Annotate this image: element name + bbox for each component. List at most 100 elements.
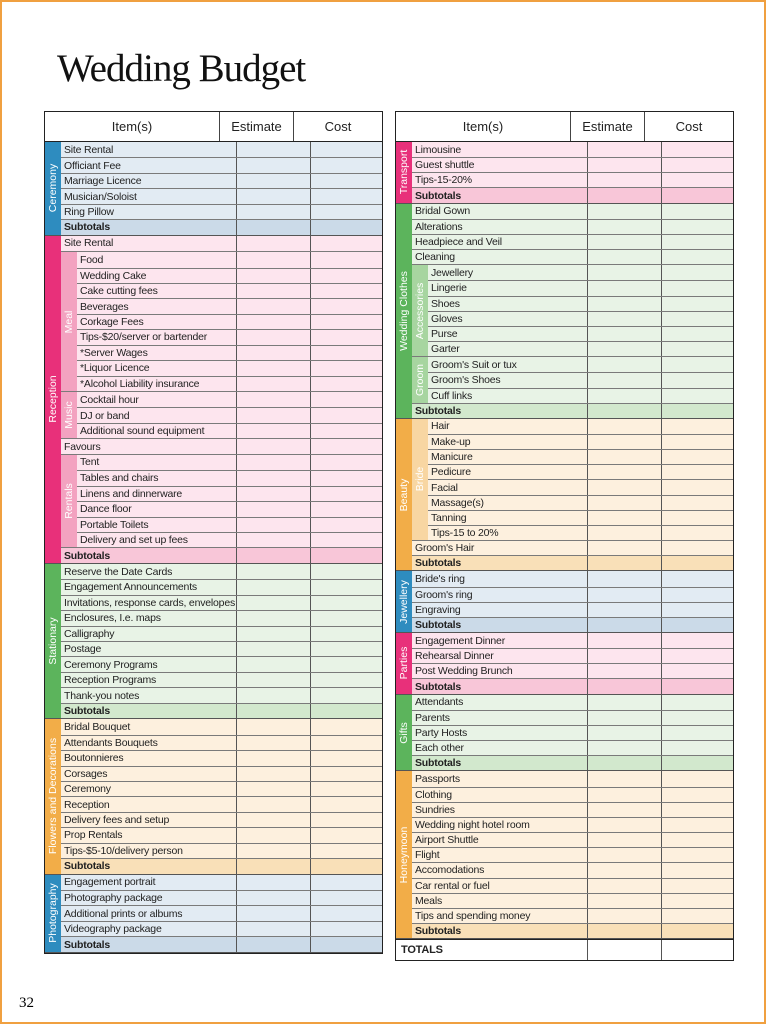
estimate-cell[interactable]: [236, 921, 310, 937]
cost-cell[interactable]: [310, 906, 382, 921]
cost-cell[interactable]: [310, 235, 382, 252]
estimate-cell[interactable]: [236, 672, 310, 688]
estimate-cell[interactable]: [236, 392, 310, 408]
estimate-cell[interactable]: [236, 891, 310, 906]
estimate-cell[interactable]: [587, 465, 661, 480]
estimate-cell[interactable]: [236, 563, 310, 580]
cost-cell[interactable]: [661, 725, 733, 741]
estimate-cell[interactable]: [587, 188, 661, 203]
estimate-cell[interactable]: [587, 817, 661, 833]
estimate-cell[interactable]: [236, 751, 310, 766]
cost-cell[interactable]: [661, 694, 733, 710]
cost-cell[interactable]: [661, 357, 733, 373]
cost-cell[interactable]: [310, 361, 382, 376]
estimate-cell[interactable]: [236, 735, 310, 751]
estimate-cell[interactable]: [236, 330, 310, 345]
cost-cell[interactable]: [310, 173, 382, 189]
cost-cell[interactable]: [661, 587, 733, 602]
cost-cell[interactable]: [661, 265, 733, 281]
cost-cell[interactable]: [310, 532, 382, 548]
cost-cell[interactable]: [310, 921, 382, 937]
estimate-cell[interactable]: [236, 376, 310, 391]
estimate-cell[interactable]: [236, 439, 310, 454]
estimate-cell[interactable]: [236, 299, 310, 314]
cost-cell[interactable]: [661, 480, 733, 495]
estimate-cell[interactable]: [587, 848, 661, 863]
cost-cell[interactable]: [661, 326, 733, 342]
estimate-cell[interactable]: [236, 189, 310, 204]
cost-cell[interactable]: [661, 510, 733, 525]
cost-cell[interactable]: [661, 281, 733, 296]
cost-cell[interactable]: [661, 234, 733, 250]
cost-cell[interactable]: [661, 142, 733, 158]
cost-cell[interactable]: [661, 893, 733, 908]
estimate-cell[interactable]: [587, 664, 661, 679]
estimate-cell[interactable]: [236, 642, 310, 657]
estimate-cell[interactable]: [587, 725, 661, 741]
cost-cell[interactable]: [310, 517, 382, 532]
estimate-cell[interactable]: [236, 314, 310, 330]
cost-cell[interactable]: [310, 812, 382, 828]
estimate-cell[interactable]: [587, 203, 661, 219]
cost-cell[interactable]: [310, 454, 382, 471]
estimate-cell[interactable]: [236, 220, 310, 235]
estimate-cell[interactable]: [236, 937, 310, 952]
cost-cell[interactable]: [310, 314, 382, 330]
cost-cell[interactable]: [661, 158, 733, 173]
estimate-cell[interactable]: [587, 510, 661, 525]
estimate-cell[interactable]: [587, 908, 661, 923]
estimate-cell[interactable]: [587, 893, 661, 908]
cost-cell[interactable]: [310, 423, 382, 439]
estimate-cell[interactable]: [236, 657, 310, 672]
cost-cell[interactable]: [310, 471, 382, 486]
cost-cell[interactable]: [661, 710, 733, 725]
cost-cell[interactable]: [310, 797, 382, 812]
cost-cell[interactable]: [661, 617, 733, 632]
cost-cell[interactable]: [310, 891, 382, 906]
estimate-cell[interactable]: [236, 828, 310, 843]
cost-cell[interactable]: [661, 923, 733, 939]
cost-cell[interactable]: [310, 626, 382, 641]
estimate-cell[interactable]: [236, 235, 310, 252]
cost-cell[interactable]: [661, 495, 733, 510]
cost-cell[interactable]: [661, 556, 733, 571]
estimate-cell[interactable]: [587, 342, 661, 357]
estimate-cell[interactable]: [587, 158, 661, 173]
estimate-cell[interactable]: [587, 541, 661, 556]
cost-cell[interactable]: [661, 342, 733, 357]
cost-cell[interactable]: [310, 486, 382, 502]
estimate-cell[interactable]: [236, 766, 310, 781]
estimate-cell[interactable]: [236, 703, 310, 719]
estimate-cell[interactable]: [236, 471, 310, 486]
estimate-cell[interactable]: [236, 361, 310, 376]
cost-cell[interactable]: [661, 250, 733, 265]
estimate-cell[interactable]: [236, 719, 310, 735]
cost-cell[interactable]: [310, 703, 382, 719]
estimate-cell[interactable]: [236, 812, 310, 828]
estimate-cell[interactable]: [236, 797, 310, 812]
estimate-cell[interactable]: [236, 611, 310, 626]
estimate-cell[interactable]: [587, 787, 661, 802]
cost-cell[interactable]: [661, 541, 733, 556]
cost-cell[interactable]: [661, 373, 733, 388]
estimate-cell[interactable]: [236, 408, 310, 423]
cost-cell[interactable]: [310, 874, 382, 890]
estimate-cell[interactable]: [587, 265, 661, 281]
estimate-cell[interactable]: [236, 874, 310, 890]
estimate-cell[interactable]: [236, 486, 310, 502]
cost-cell[interactable]: [661, 188, 733, 203]
estimate-cell[interactable]: [236, 595, 310, 611]
estimate-cell[interactable]: [236, 502, 310, 517]
estimate-cell[interactable]: [587, 633, 661, 649]
cost-cell[interactable]: [661, 296, 733, 311]
estimate-cell[interactable]: [236, 517, 310, 532]
cost-cell[interactable]: [310, 548, 382, 563]
cost-cell[interactable]: [310, 345, 382, 361]
estimate-cell[interactable]: [236, 688, 310, 703]
cost-cell[interactable]: [310, 735, 382, 751]
estimate-cell[interactable]: [587, 373, 661, 388]
cost-cell[interactable]: [310, 299, 382, 314]
estimate-cell[interactable]: [587, 142, 661, 158]
cost-cell[interactable]: [661, 571, 733, 587]
cost-cell[interactable]: [310, 781, 382, 797]
